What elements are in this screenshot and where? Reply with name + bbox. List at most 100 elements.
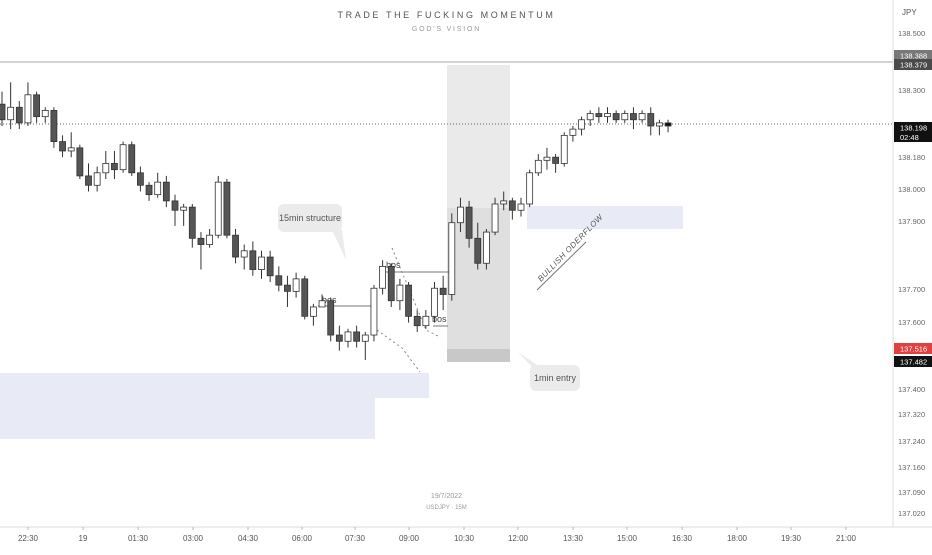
candle-body [318,300,326,308]
candle-body [111,163,118,171]
candle-body [266,256,274,277]
candle [353,325,361,348]
candle-body [309,306,317,317]
demand-zone-mid [365,373,429,398]
candle [379,260,387,295]
callout-15min-text: 15min structure [278,213,342,223]
price-tick-label: 137.240 [898,437,925,446]
candle-body [431,287,438,317]
candle [413,310,421,332]
callout-1min-entry[interactable]: 1min entry [530,365,580,391]
time-tick-label: 19:30 [781,534,802,543]
candle-body [249,250,257,270]
candle-body [405,284,412,317]
price-tick-label: 137.320 [898,410,925,419]
candle-body [128,144,136,174]
candle-body [500,200,508,205]
candle [586,110,594,126]
price-tick-label: 138.000 [898,185,925,194]
candle [171,194,179,226]
candle-body [59,141,66,152]
candle-body [586,113,594,121]
candle-body [630,113,637,121]
candle-body [301,278,309,317]
candle-body [275,275,283,286]
candle [396,278,404,311]
candle [197,232,205,270]
candle-body [197,237,205,245]
price-badge-label: 138.379 [900,61,927,70]
candle-body [102,163,110,174]
candle-body [595,113,603,118]
time-tick-label: 10:30 [454,534,475,543]
candle-body [647,113,655,127]
candle-body [638,113,646,121]
candle-body [604,113,611,118]
price-tick-label: 138.300 [898,86,925,95]
candle-body [387,265,395,302]
candle-body [33,94,40,118]
watermark-subtitle: GOD'S VISION [411,26,482,33]
candle-body [413,315,421,327]
candle [422,310,430,329]
candle [647,107,655,136]
candle [145,182,153,201]
bos-label: bos [322,295,337,305]
candle-body [534,159,542,174]
time-tick-label: 21:00 [836,534,857,543]
candle-body [482,231,490,264]
price-badge [894,50,932,61]
candle [249,241,257,276]
time-tick-label: 07:30 [345,534,366,543]
candle [630,107,637,130]
dotted-structure-2 [376,329,421,373]
price-tick-label: 137.090 [898,488,925,497]
candle-body [491,203,499,233]
candle [240,244,248,270]
candle-body [180,206,188,211]
candle [656,119,663,136]
candle-body [41,109,49,118]
candle-body [136,172,144,186]
candle [439,275,447,311]
candle [508,197,516,220]
candle [67,132,75,158]
candle [180,203,188,226]
candles [0,82,672,360]
bos-label: bos [386,260,401,270]
price-tick-label: 137.700 [898,285,925,294]
candle-body [119,144,127,171]
candle [543,147,551,170]
candle-body [284,284,291,292]
candle [604,107,611,123]
candle [465,200,473,248]
candle [275,266,283,292]
candle [431,281,438,323]
candle [569,125,577,142]
callout-15min-structure[interactable]: 15min structure [278,204,342,232]
candle [111,150,118,180]
candle [612,110,620,123]
candle-body [517,203,525,211]
candle-body [422,315,430,327]
candle [344,328,352,348]
watermark-symbol: USDJPY · 15M [426,505,467,511]
price-tick-label: 137.600 [898,318,925,327]
candle [266,250,274,282]
price-tick-label: 137.900 [898,217,925,226]
candle-body [448,222,456,295]
candle [327,297,335,342]
candle-body [543,156,551,161]
price-badge-label: 137.482 [900,358,927,367]
candle [526,169,534,208]
candle-body [162,181,170,202]
watermark-title: TRADE THE FUCKING MOMENTUM [337,10,556,20]
time-tick-label: 22:30 [18,534,39,543]
candle [93,166,101,192]
candle-body [621,113,629,121]
candle [214,175,222,239]
candle [258,250,265,279]
candle [370,285,378,342]
